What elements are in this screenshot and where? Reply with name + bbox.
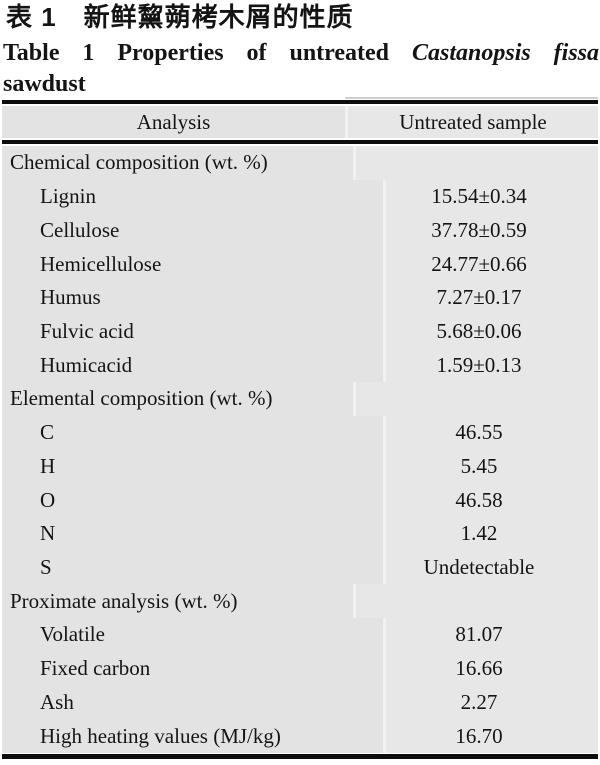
row-label: Cellulose bbox=[2, 213, 383, 248]
table-row: Fulvic acid 5.68±0.06 bbox=[2, 314, 598, 349]
table-row: N 1.42 bbox=[2, 516, 598, 551]
row-label: S bbox=[2, 550, 383, 585]
table-row: Elemental composition (wt. %) bbox=[2, 382, 598, 416]
table-row: High heating values (MJ/kg) 16.70 bbox=[2, 719, 598, 753]
column-divider bbox=[353, 146, 356, 180]
column-divider bbox=[353, 584, 356, 619]
table-row: Lignin 15.54±0.34 bbox=[2, 179, 598, 214]
table-row: Volatile 81.07 bbox=[2, 618, 598, 652]
row-label: Hemicellulose bbox=[2, 247, 383, 281]
column-divider bbox=[383, 247, 386, 281]
row-value: 15.54±0.34 bbox=[386, 179, 598, 214]
row-value bbox=[356, 382, 598, 416]
row-label: Chemical composition (wt. %) bbox=[2, 146, 353, 180]
column-divider bbox=[383, 314, 386, 349]
table-caption-english-line2: sawdust bbox=[3, 71, 86, 97]
table-row: Humicacid 1.59±0.13 bbox=[2, 348, 598, 383]
row-value: 1.42 bbox=[386, 516, 598, 551]
table-row: S Undetectable bbox=[2, 550, 598, 585]
table-row: Fixed carbon 16.66 bbox=[2, 651, 598, 686]
row-value bbox=[356, 146, 598, 180]
row-label: Fixed carbon bbox=[2, 651, 383, 686]
caption-english-prefix: Table 1 Properties of untreated bbox=[3, 40, 390, 66]
table-top-faint-line bbox=[345, 97, 598, 99]
column-divider bbox=[383, 179, 386, 214]
row-value: Undetectable bbox=[386, 550, 598, 585]
table-top-rule bbox=[2, 100, 598, 104]
table-row: Ash 2.27 bbox=[2, 685, 598, 720]
column-divider bbox=[383, 449, 386, 484]
column-divider bbox=[383, 685, 386, 720]
table-caption-chinese: 表 1 新鲜黧蒴栲木屑的性质 bbox=[6, 2, 354, 32]
row-label: Volatile bbox=[2, 618, 383, 652]
column-divider bbox=[383, 483, 386, 517]
row-label: Fulvic acid bbox=[2, 314, 383, 349]
row-label: Ash bbox=[2, 685, 383, 720]
row-value: 7.27±0.17 bbox=[386, 280, 598, 315]
column-divider bbox=[383, 415, 386, 450]
row-value: 5.68±0.06 bbox=[386, 314, 598, 349]
row-value: 2.27 bbox=[386, 685, 598, 720]
row-label: C bbox=[2, 415, 383, 450]
table-row: C 46.55 bbox=[2, 415, 598, 450]
column-header-analysis: Analysis bbox=[2, 106, 345, 138]
column-divider bbox=[383, 280, 386, 315]
row-value: 46.58 bbox=[386, 483, 598, 517]
column-divider bbox=[383, 618, 386, 652]
table-row: Chemical composition (wt. %) bbox=[2, 146, 598, 180]
table-header-rule bbox=[2, 140, 598, 144]
column-divider bbox=[383, 348, 386, 383]
row-value: 46.55 bbox=[386, 415, 598, 450]
row-label: High heating values (MJ/kg) bbox=[2, 719, 383, 753]
column-divider bbox=[383, 213, 386, 248]
row-label: H bbox=[2, 449, 383, 484]
row-label: O bbox=[2, 483, 383, 517]
row-label: Lignin bbox=[2, 179, 383, 214]
table-row: Hemicellulose 24.77±0.66 bbox=[2, 247, 598, 281]
table-body: Chemical composition (wt. %) Lignin 15.5… bbox=[2, 146, 598, 753]
column-divider bbox=[353, 382, 356, 416]
row-value: 81.07 bbox=[386, 618, 598, 652]
table-row: Proximate analysis (wt. %) bbox=[2, 584, 598, 619]
column-divider bbox=[383, 719, 386, 753]
table-caption-english-line1: Table 1 Properties of untreated Castanop… bbox=[3, 38, 599, 68]
column-divider bbox=[383, 516, 386, 551]
row-label: Elemental composition (wt. %) bbox=[2, 382, 353, 416]
row-value: 5.45 bbox=[386, 449, 598, 484]
table-row: O 46.58 bbox=[2, 483, 598, 517]
row-label: Proximate analysis (wt. %) bbox=[2, 584, 353, 619]
row-value: 37.78±0.59 bbox=[386, 213, 598, 248]
row-label: N bbox=[2, 516, 383, 551]
table-header-row: Analysis Untreated sample bbox=[2, 106, 598, 138]
row-value: 16.66 bbox=[386, 651, 598, 686]
row-value: 24.77±0.66 bbox=[386, 247, 598, 281]
row-value: 16.70 bbox=[386, 719, 598, 753]
caption-species-name-italic: Castanopsis fissa bbox=[412, 40, 600, 66]
column-header-untreated-sample: Untreated sample bbox=[348, 106, 598, 138]
table-bottom-rule bbox=[2, 754, 598, 759]
column-divider bbox=[383, 651, 386, 686]
table-row: Cellulose 37.78±0.59 bbox=[2, 213, 598, 248]
column-divider bbox=[345, 106, 348, 138]
row-value: 1.59±0.13 bbox=[386, 348, 598, 383]
column-divider bbox=[383, 550, 386, 585]
table-row: H 5.45 bbox=[2, 449, 598, 484]
row-label: Humicacid bbox=[2, 348, 383, 383]
row-value bbox=[356, 584, 598, 619]
table-row: Humus 7.27±0.17 bbox=[2, 280, 598, 315]
row-label: Humus bbox=[2, 280, 383, 315]
